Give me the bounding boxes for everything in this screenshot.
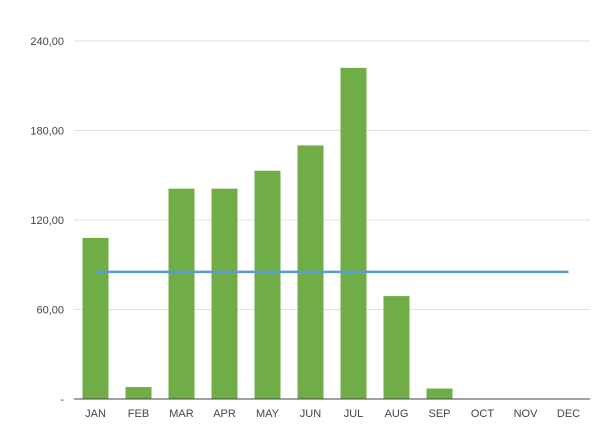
x-tick-label: JUN xyxy=(300,408,321,420)
bars xyxy=(82,67,453,399)
bar-aug xyxy=(383,296,410,399)
y-tick-label: 120,00 xyxy=(30,215,64,227)
x-tick-label: AUG xyxy=(385,408,409,420)
x-tick-label: OCT xyxy=(471,408,495,420)
x-tick-label: MAR xyxy=(169,408,194,420)
y-tick-label: - xyxy=(60,394,64,406)
bar-may xyxy=(254,170,281,399)
y-axis-tick-labels: - 60,00 120,00 180,00 240,00 xyxy=(30,36,64,406)
gridlines xyxy=(74,40,590,310)
x-tick-label: NOV xyxy=(514,408,539,420)
bar-sep xyxy=(426,388,453,399)
x-axis-tick-labels: JAN FEB MAR APR MAY JUN JUL AUG SEP OCT NOV DEC xyxy=(85,408,580,420)
x-tick-label: SEP xyxy=(428,408,450,420)
x-tick-label: MAY xyxy=(256,408,280,420)
x-tick-label: DEC xyxy=(557,408,580,420)
bar-jul xyxy=(340,67,367,399)
x-tick-label: FEB xyxy=(128,408,149,420)
y-tick-label: 240,00 xyxy=(30,36,64,48)
y-tick-label: 60,00 xyxy=(36,305,64,317)
x-tick-label: JAN xyxy=(85,408,106,420)
bar-jan xyxy=(82,237,109,399)
y-tick-label: 180,00 xyxy=(30,126,64,138)
x-tick-label: JUL xyxy=(344,408,364,420)
bar-feb xyxy=(125,387,152,399)
bar-mar xyxy=(168,188,195,399)
bar-apr xyxy=(211,188,238,399)
x-tick-label: APR xyxy=(213,408,236,420)
